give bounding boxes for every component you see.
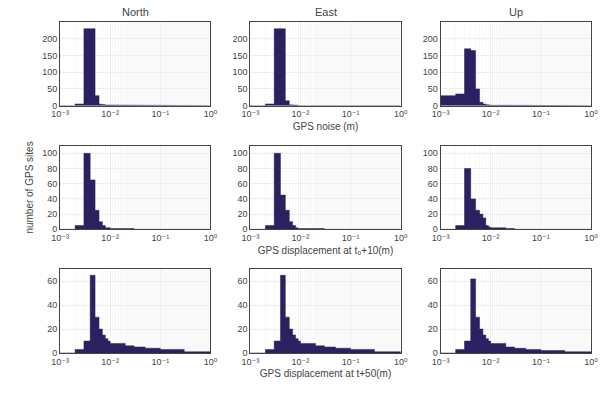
svg-text:10⁻³: 10⁻³ xyxy=(51,357,69,367)
svg-text:100: 100 xyxy=(423,148,438,158)
svg-text:10⁻³: 10⁻³ xyxy=(241,233,259,243)
svg-text:0: 0 xyxy=(242,101,247,111)
svg-text:20: 20 xyxy=(428,209,438,219)
svg-text:10⁻³: 10⁻³ xyxy=(432,357,450,367)
svg-text:10⁻³: 10⁻³ xyxy=(241,357,259,367)
svg-text:10⁻³: 10⁻³ xyxy=(51,109,69,119)
svg-text:0: 0 xyxy=(242,348,247,358)
svg-text:150: 150 xyxy=(423,51,438,61)
svg-text:50: 50 xyxy=(237,84,247,94)
svg-text:10⁰: 10⁰ xyxy=(204,233,218,243)
svg-text:10⁻¹: 10⁻¹ xyxy=(151,109,169,119)
svg-text:10⁻²: 10⁻² xyxy=(292,357,310,367)
svg-text:10⁻³: 10⁻³ xyxy=(432,233,450,243)
svg-text:10⁻¹: 10⁻¹ xyxy=(532,233,550,243)
svg-text:Up: Up xyxy=(509,6,523,18)
svg-text:10⁻²: 10⁻² xyxy=(101,109,119,119)
svg-text:0: 0 xyxy=(433,224,438,234)
svg-text:80: 80 xyxy=(237,164,247,174)
svg-text:10⁰: 10⁰ xyxy=(394,233,408,243)
svg-text:10⁻²: 10⁻² xyxy=(101,357,119,367)
svg-text:40: 40 xyxy=(237,300,247,310)
svg-text:40: 40 xyxy=(428,300,438,310)
svg-text:GPS noise (m): GPS noise (m) xyxy=(293,121,359,132)
svg-text:0: 0 xyxy=(52,224,57,234)
svg-text:80: 80 xyxy=(47,164,57,174)
svg-text:GPS displacement at t₀+10(m): GPS displacement at t₀+10(m) xyxy=(258,245,394,256)
svg-text:40: 40 xyxy=(47,300,57,310)
svg-text:10⁻¹: 10⁻¹ xyxy=(151,233,169,243)
svg-text:10⁰: 10⁰ xyxy=(394,109,408,119)
svg-text:60: 60 xyxy=(237,276,247,286)
svg-text:100: 100 xyxy=(232,67,247,77)
svg-text:GPS displacement at t+50(m): GPS displacement at t+50(m) xyxy=(260,368,391,379)
svg-text:20: 20 xyxy=(237,209,247,219)
svg-text:20: 20 xyxy=(47,209,57,219)
svg-text:10⁻¹: 10⁻¹ xyxy=(151,357,169,367)
svg-text:200: 200 xyxy=(423,34,438,44)
svg-text:0: 0 xyxy=(242,224,247,234)
svg-text:10⁻³: 10⁻³ xyxy=(51,233,69,243)
svg-text:40: 40 xyxy=(237,194,247,204)
svg-text:10⁰: 10⁰ xyxy=(584,233,598,243)
svg-text:10⁰: 10⁰ xyxy=(204,357,218,367)
svg-text:0: 0 xyxy=(52,348,57,358)
svg-text:0: 0 xyxy=(433,101,438,111)
svg-text:20: 20 xyxy=(428,324,438,334)
svg-text:40: 40 xyxy=(47,194,57,204)
svg-text:100: 100 xyxy=(232,148,247,158)
svg-text:20: 20 xyxy=(47,324,57,334)
svg-text:150: 150 xyxy=(232,51,247,61)
svg-text:10⁻²: 10⁻² xyxy=(292,109,310,119)
svg-text:150: 150 xyxy=(42,51,57,61)
svg-text:60: 60 xyxy=(428,276,438,286)
svg-text:10⁰: 10⁰ xyxy=(394,357,408,367)
svg-text:10⁻¹: 10⁻¹ xyxy=(532,357,550,367)
svg-text:100: 100 xyxy=(423,67,438,77)
svg-text:10⁰: 10⁰ xyxy=(584,109,598,119)
svg-text:60: 60 xyxy=(237,179,247,189)
svg-text:40: 40 xyxy=(428,194,438,204)
svg-text:200: 200 xyxy=(232,34,247,44)
svg-text:10⁻³: 10⁻³ xyxy=(432,109,450,119)
svg-text:60: 60 xyxy=(428,179,438,189)
svg-text:0: 0 xyxy=(52,101,57,111)
svg-text:10⁻²: 10⁻² xyxy=(482,233,500,243)
svg-text:0: 0 xyxy=(433,348,438,358)
svg-text:number of GPS sites: number of GPS sites xyxy=(24,141,35,233)
svg-text:10⁰: 10⁰ xyxy=(204,109,218,119)
svg-text:50: 50 xyxy=(428,84,438,94)
svg-text:10⁻¹: 10⁻¹ xyxy=(342,357,360,367)
svg-text:10⁻¹: 10⁻¹ xyxy=(342,233,360,243)
svg-text:80: 80 xyxy=(428,164,438,174)
svg-text:60: 60 xyxy=(47,276,57,286)
svg-text:50: 50 xyxy=(47,84,57,94)
svg-text:10⁻²: 10⁻² xyxy=(482,109,500,119)
svg-text:10⁻²: 10⁻² xyxy=(101,233,119,243)
svg-text:10⁻²: 10⁻² xyxy=(482,357,500,367)
svg-text:200: 200 xyxy=(42,34,57,44)
svg-text:East: East xyxy=(315,6,337,18)
svg-text:10⁻²: 10⁻² xyxy=(292,233,310,243)
svg-text:100: 100 xyxy=(42,67,57,77)
svg-text:North: North xyxy=(122,6,149,18)
svg-text:10⁻¹: 10⁻¹ xyxy=(342,109,360,119)
svg-text:60: 60 xyxy=(47,179,57,189)
svg-text:100: 100 xyxy=(42,148,57,158)
svg-text:20: 20 xyxy=(237,324,247,334)
svg-text:10⁻¹: 10⁻¹ xyxy=(532,109,550,119)
svg-text:10⁰: 10⁰ xyxy=(584,357,598,367)
svg-text:10⁻³: 10⁻³ xyxy=(241,109,259,119)
